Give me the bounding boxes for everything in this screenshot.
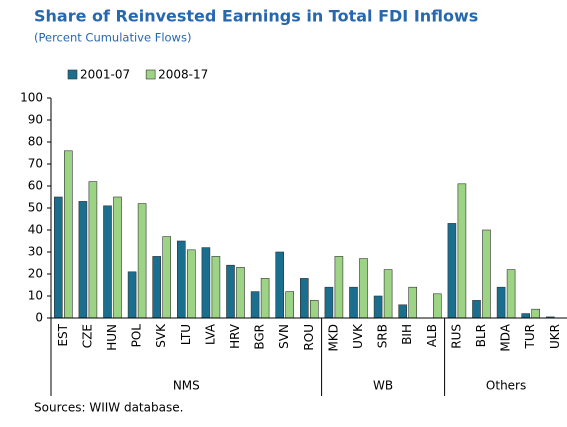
bar (324, 286, 334, 319)
bar (496, 286, 506, 319)
x-tick-label: TUR (523, 324, 537, 349)
y-tick-label: 50 (28, 201, 43, 215)
bar (285, 291, 295, 319)
legend-label: 2008-17 (158, 68, 208, 82)
bar (236, 267, 245, 319)
bar (211, 256, 221, 319)
x-tick-label: BGR (253, 324, 267, 350)
y-tick-label: 40 (28, 223, 43, 237)
bar (472, 300, 481, 319)
y-tick-label: 30 (28, 245, 43, 259)
source-note: Sources: WIIW database. (34, 401, 183, 415)
bar (201, 247, 211, 319)
bar (531, 308, 541, 319)
x-tick-label: SVN (277, 324, 291, 349)
y-tick-label: 20 (28, 267, 43, 281)
x-tick-label: EST (56, 323, 70, 346)
bar (88, 181, 98, 319)
bar (127, 271, 137, 319)
bar (383, 269, 393, 319)
bar (113, 196, 122, 319)
x-tick-label: ROU (302, 324, 316, 351)
bar (359, 258, 368, 319)
bar (53, 196, 63, 319)
x-tick-label: ALB (425, 324, 439, 347)
y-tick-label: 90 (28, 113, 43, 127)
x-tick-label: CZE (80, 324, 94, 348)
chart-subtitle: (Percent Cumulative Flows) (34, 31, 191, 45)
y-tick-label: 0 (35, 311, 43, 325)
x-tick-label: SRB (376, 324, 390, 348)
x-tick-label: POL (130, 324, 144, 348)
bar (275, 251, 285, 319)
x-tick-label: HUN (105, 324, 119, 351)
x-tick-label: UKR (548, 324, 562, 349)
bar (250, 291, 260, 319)
bar (521, 313, 531, 319)
bar (482, 229, 491, 319)
x-tick-label: UVK (351, 323, 365, 349)
y-tick-label: 100 (20, 91, 43, 105)
bar (152, 256, 161, 319)
bar (260, 278, 270, 319)
group-label: Others (486, 379, 526, 393)
bar (64, 150, 73, 319)
y-tick-label: 60 (28, 179, 43, 193)
bar (408, 286, 418, 319)
bar (309, 300, 319, 319)
bar (349, 286, 358, 319)
group-label: WB (373, 379, 393, 393)
bar (162, 236, 171, 319)
x-tick-label: MKD (326, 324, 340, 351)
x-tick-label: LVA (203, 323, 217, 345)
x-tick-label: RUS (449, 324, 463, 349)
bar (187, 249, 196, 319)
x-tick-label: HRV (228, 323, 242, 349)
bar (78, 201, 88, 319)
bar (334, 256, 344, 319)
y-tick-label: 80 (28, 135, 43, 149)
bar (398, 304, 408, 319)
group-label: NMS (173, 379, 200, 393)
x-tick-label: SVK (154, 323, 168, 348)
x-tick-label: BIH (400, 324, 414, 345)
x-tick-label: MDA (499, 323, 513, 351)
bar (299, 278, 309, 319)
y-tick-label: 70 (28, 157, 43, 171)
bar (137, 203, 147, 319)
bar (506, 269, 516, 319)
bar (432, 293, 442, 319)
bar (226, 264, 235, 319)
x-tick-label: BLR (474, 324, 488, 347)
x-tick-label: LTU (179, 324, 193, 345)
bar (373, 295, 383, 319)
bar (103, 205, 112, 319)
bar (177, 240, 186, 319)
legend-swatch (67, 69, 78, 80)
legend-swatch (145, 69, 156, 80)
y-tick-label: 10 (28, 289, 43, 303)
chart-title: Share of Reinvested Earnings in Total FD… (34, 7, 478, 26)
bar (447, 223, 457, 319)
legend-label: 2001-07 (80, 68, 130, 82)
bar (457, 183, 467, 319)
